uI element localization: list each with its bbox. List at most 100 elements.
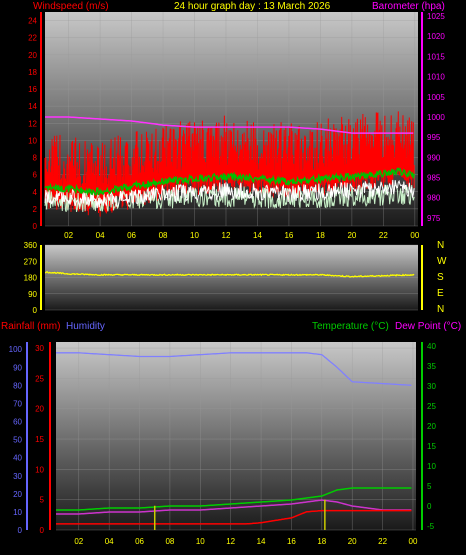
direction-compass-label: N xyxy=(437,304,444,315)
rain-x-tick: 06 xyxy=(135,537,144,546)
humidity-label: Humidity xyxy=(66,321,105,332)
rain-x-tick: 18 xyxy=(317,537,326,546)
wind-x-tick: 08 xyxy=(159,231,168,240)
dewpoint-line xyxy=(56,499,412,515)
humidity-y-tick: 60 xyxy=(13,418,22,427)
wind-y-tick: 10 xyxy=(28,136,37,145)
wind-x-tick: 10 xyxy=(190,231,199,240)
temperature-label: Temperature (°C) xyxy=(312,321,389,332)
rainfall-line xyxy=(56,509,412,525)
rain-x-tick: 12 xyxy=(226,537,235,546)
temp-y-tick: 5 xyxy=(427,482,432,491)
humidity-y-tick: 90 xyxy=(13,363,22,372)
temp-y-tick: 35 xyxy=(427,362,436,371)
baro-y-tick: 1025 xyxy=(427,12,445,21)
direction-line xyxy=(44,271,415,278)
wind-y-tick: 18 xyxy=(28,68,37,77)
temp-y-tick: 25 xyxy=(427,402,436,411)
direction-compass-label: W xyxy=(437,256,447,267)
direction-y-tick: 360 xyxy=(24,241,38,250)
baro-y-tick: 975 xyxy=(427,214,441,223)
wind-y-tick: 14 xyxy=(28,102,37,111)
rain-x-tick: 00 xyxy=(409,537,418,546)
wind-y-tick: 2 xyxy=(33,205,38,214)
humidity-y-tick: 30 xyxy=(13,472,22,481)
temperature-line xyxy=(56,487,412,511)
direction-compass-label: S xyxy=(437,272,444,283)
wind-y-tick: 24 xyxy=(28,17,37,26)
wind-y-tick: 6 xyxy=(33,171,38,180)
temp-y-tick: 0 xyxy=(427,502,432,511)
direction-y-tick: 270 xyxy=(24,257,38,266)
wind-trend-line xyxy=(44,167,415,196)
direction-y-tick: 180 xyxy=(24,274,38,283)
baro-y-tick: 995 xyxy=(427,133,441,142)
rain-x-tick: 22 xyxy=(378,537,387,546)
humidity-y-tick: 80 xyxy=(13,381,22,390)
wind-average-line xyxy=(44,179,415,208)
direction-compass-label: E xyxy=(437,288,444,299)
baro-y-tick: 1000 xyxy=(427,113,445,122)
wind-x-tick: 06 xyxy=(127,231,136,240)
humidity-y-tick: 40 xyxy=(13,454,22,463)
baro-y-tick: 1015 xyxy=(427,52,445,61)
rain-y-tick: 20 xyxy=(35,405,44,414)
humidity-y-tick: 100 xyxy=(9,345,23,354)
rain-x-tick: 08 xyxy=(165,537,174,546)
wind-x-tick: 04 xyxy=(96,231,105,240)
chart-title: 24 hour graph day : 13 March 2026 xyxy=(174,1,331,12)
rain-x-tick: 16 xyxy=(287,537,296,546)
wind-y-tick: 22 xyxy=(28,34,37,43)
temp-y-tick: 30 xyxy=(427,382,436,391)
baro-y-tick: 1020 xyxy=(427,32,445,41)
wind-y-tick: 16 xyxy=(28,85,37,94)
barometer-line xyxy=(45,116,414,134)
wind-x-tick: 12 xyxy=(222,231,231,240)
rain-x-tick: 14 xyxy=(257,537,266,546)
rainfall-label: Rainfall (mm) xyxy=(1,321,60,332)
temp-y-tick: 10 xyxy=(427,462,436,471)
humidity-y-tick: 70 xyxy=(13,399,22,408)
rain-y-tick: 0 xyxy=(40,526,45,535)
rain-x-tick: 04 xyxy=(105,537,114,546)
rain-y-tick: 5 xyxy=(40,496,45,505)
wind-x-tick: 02 xyxy=(64,231,73,240)
humidity-y-tick: 50 xyxy=(13,436,22,445)
wind-x-tick: 18 xyxy=(316,231,325,240)
wind-y-tick: 4 xyxy=(33,188,38,197)
wind-x-tick: 14 xyxy=(253,231,262,240)
dewpoint-label: Dew Point (°C) xyxy=(395,321,461,332)
rain-x-tick: 02 xyxy=(74,537,83,546)
direction-y-tick: 90 xyxy=(28,290,37,299)
rain-y-tick: 15 xyxy=(35,435,44,444)
rain-y-tick: 10 xyxy=(35,465,44,474)
humidity-y-tick: 20 xyxy=(13,490,22,499)
baro-y-tick: 980 xyxy=(427,194,441,203)
wind-x-tick: 16 xyxy=(284,231,293,240)
wind-x-tick: 22 xyxy=(379,231,388,240)
baro-y-tick: 1005 xyxy=(427,93,445,102)
baro-y-tick: 985 xyxy=(427,174,441,183)
barometer-label: Barometer (hpa) xyxy=(372,1,445,12)
direction-compass-label: N xyxy=(437,240,444,251)
rain-y-tick: 25 xyxy=(35,374,44,383)
rain-y-tick: 30 xyxy=(35,344,44,353)
wind-y-tick: 20 xyxy=(28,51,37,60)
wind-x-tick: 20 xyxy=(347,231,356,240)
humidity-y-tick: 10 xyxy=(13,508,22,517)
wind-y-tick: 12 xyxy=(28,119,37,128)
windspeed-label: Windspeed (m/s) xyxy=(33,1,109,12)
temp-y-tick: 20 xyxy=(427,422,436,431)
rain-plot-area xyxy=(56,342,416,530)
humidity-line xyxy=(56,352,412,386)
baro-y-tick: 990 xyxy=(427,153,441,162)
temp-y-tick: 40 xyxy=(427,342,436,351)
temp-y-tick: -5 xyxy=(427,522,435,531)
baro-y-tick: 1010 xyxy=(427,73,445,82)
temp-y-tick: 15 xyxy=(427,442,436,451)
rain-x-tick: 10 xyxy=(196,537,205,546)
direction-y-tick: 0 xyxy=(33,306,38,315)
wind-x-tick: 00 xyxy=(410,231,419,240)
